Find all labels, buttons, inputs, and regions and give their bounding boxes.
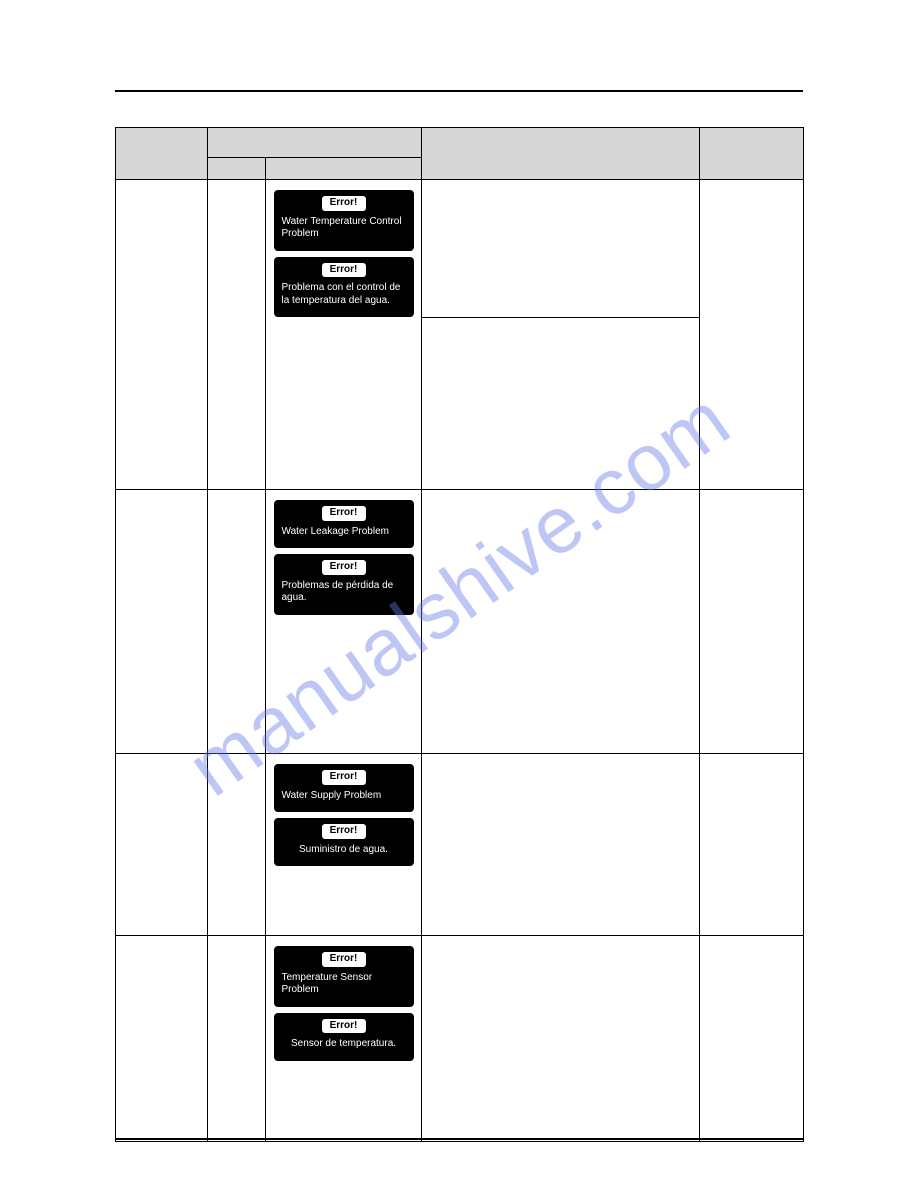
cell-code: [116, 936, 208, 1142]
cell-code: [116, 490, 208, 754]
cell-action: [700, 754, 804, 936]
cell-desc: [422, 180, 700, 318]
error-msg: Problemas de pérdida de agua.: [282, 580, 394, 604]
cell-sub: [208, 936, 266, 1142]
cell-display: Error! Water Leakage Problem Error! Prob…: [266, 490, 422, 754]
error-msg: Suministro de agua.: [299, 844, 388, 855]
error-badge: Error!: [322, 560, 366, 575]
cell-desc: [422, 490, 700, 754]
table-row: Error! Water Leakage Problem Error! Prob…: [116, 490, 804, 754]
cell-action: [700, 180, 804, 490]
error-badge: Error!: [322, 263, 366, 278]
table-row: Error! Temperature Sensor Problem Error!…: [116, 936, 804, 1142]
error-card: Error! Water Temperature Control Problem: [274, 190, 414, 251]
error-stack: Error! Water Leakage Problem Error! Prob…: [266, 490, 421, 625]
cell-display: Error! Temperature Sensor Problem Error!…: [266, 936, 422, 1142]
error-stack: Error! Water Supply Problem Error! Sumin…: [266, 754, 421, 876]
header-cell: [116, 128, 208, 180]
cell-sub: [208, 490, 266, 754]
error-badge: Error!: [322, 506, 366, 521]
error-card: Error! Suministro de agua.: [274, 818, 414, 866]
error-stack: Error! Temperature Sensor Problem Error!…: [266, 936, 421, 1071]
table-row: Error! Water Temperature Control Problem…: [116, 180, 804, 318]
error-card: Error! Problemas de pérdida de agua.: [274, 554, 414, 615]
header-row-1: [116, 128, 804, 158]
cell-action: [700, 490, 804, 754]
cell-desc: [422, 318, 700, 490]
error-stack: Error! Water Temperature Control Problem…: [266, 180, 421, 327]
error-msg: Water Supply Problem: [282, 790, 382, 801]
cell-desc: [422, 936, 700, 1142]
cell-display: Error! Water Supply Problem Error! Sumin…: [266, 754, 422, 936]
error-msg: Temperature Sensor Problem: [282, 972, 373, 996]
error-msg: Problema con el control de la temperatur…: [282, 282, 401, 306]
top-rule: [115, 90, 803, 92]
page-content: Error! Water Temperature Control Problem…: [115, 90, 803, 1142]
cell-sub: [208, 180, 266, 490]
cell-action: [700, 936, 804, 1142]
error-badge: Error!: [322, 770, 366, 785]
error-card: Error! Problema con el control de la tem…: [274, 257, 414, 318]
header-cell: [266, 158, 422, 180]
error-badge: Error!: [322, 196, 366, 211]
cell-code: [116, 180, 208, 490]
error-table: Error! Water Temperature Control Problem…: [115, 127, 804, 1142]
error-card: Error! Water Supply Problem: [274, 764, 414, 812]
cell-sub: [208, 754, 266, 936]
error-card: Error! Water Leakage Problem: [274, 500, 414, 548]
error-card: Error! Temperature Sensor Problem: [274, 946, 414, 1007]
error-badge: Error!: [322, 824, 366, 839]
cell-display: Error! Water Temperature Control Problem…: [266, 180, 422, 490]
error-badge: Error!: [322, 1019, 366, 1034]
error-msg: Sensor de temperatura.: [291, 1038, 396, 1049]
header-cell: [422, 128, 700, 180]
error-msg: Water Temperature Control Problem: [282, 216, 402, 240]
header-cell: [700, 128, 804, 180]
error-badge: Error!: [322, 952, 366, 967]
error-msg: Water Leakage Problem: [282, 526, 389, 537]
cell-desc: [422, 754, 700, 936]
cell-code: [116, 754, 208, 936]
error-card: Error! Sensor de temperatura.: [274, 1013, 414, 1061]
header-cell: [208, 158, 266, 180]
bottom-rule: [115, 1138, 803, 1140]
table-row: Error! Water Supply Problem Error! Sumin…: [116, 754, 804, 936]
header-cell: [208, 128, 422, 158]
